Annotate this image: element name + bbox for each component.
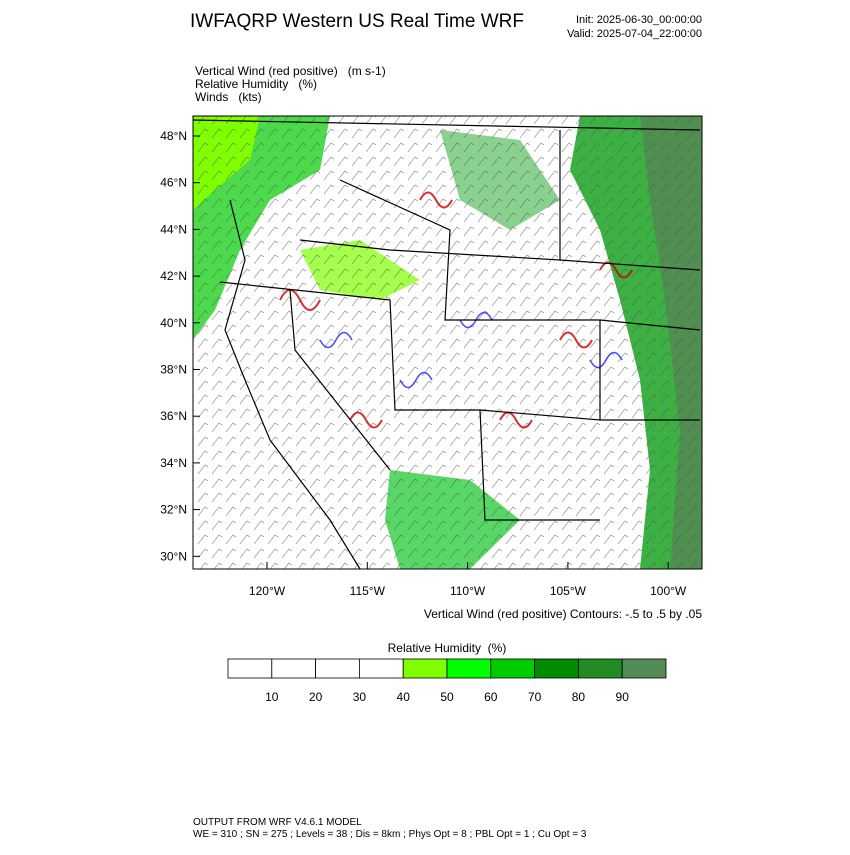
lat-label: 40°N: [160, 316, 187, 330]
map-frame: [192, 115, 703, 570]
lon-label: 120°W: [249, 584, 286, 598]
init-time: Init: 2025-06-30_00:00:00: [576, 14, 702, 26]
lat-label: 46°N: [160, 176, 187, 190]
colorbar-label: 10: [265, 690, 279, 704]
lat-label: 38°N: [160, 363, 187, 377]
colorbar-box: [402, 658, 448, 679]
lon-label: 100°W: [650, 584, 687, 598]
map: [193, 116, 702, 569]
lon-label: 110°W: [450, 584, 486, 598]
colorbar-label: 80: [572, 690, 586, 704]
lat-label: 30°N: [160, 549, 187, 563]
lon-label: 105°W: [550, 584, 587, 598]
field-list: Vertical Wind (red positive) (m s-1)Rela…: [195, 64, 386, 104]
colorbar-box: [227, 658, 273, 679]
colorbar-label: 60: [484, 690, 498, 704]
lat-label: 32°N: [160, 503, 187, 517]
field-label: Vertical Wind (red positive) (m s-1): [195, 64, 386, 78]
footer-line: WE = 310 ; SN = 275 ; Levels = 38 ; Dis …: [193, 829, 587, 840]
lon-label: 115°W: [350, 584, 386, 598]
colorbar-box: [578, 658, 623, 679]
footer-line: OUTPUT FROM WRF V4.6.1 MODEL: [193, 817, 362, 828]
colorbar-label: 20: [309, 690, 323, 704]
colorbar-box: [315, 658, 360, 679]
colorbar-label: 50: [440, 690, 454, 704]
field-label: Winds (kts): [195, 90, 262, 104]
colorbar-title: Relative Humidity (%): [388, 641, 507, 655]
colorbar: 10 20 30 40 50 60 70 80 90: [227, 658, 667, 704]
colorbar-box: [534, 658, 579, 679]
colorbar-label: 30: [353, 690, 367, 704]
title: IWFAQRP Western US Real Time WRF: [190, 11, 524, 32]
colorbar-box: [490, 658, 535, 679]
contour-note: Vertical Wind (red positive) Contours: -…: [424, 607, 702, 621]
lat-label: 42°N: [160, 269, 187, 283]
lat-label: 36°N: [160, 409, 187, 423]
colorbar-label: 70: [528, 690, 542, 704]
lat-label: 48°N: [160, 129, 187, 143]
colorbar-box: [271, 658, 316, 679]
colorbar-label: 40: [397, 690, 411, 704]
lat-label: 34°N: [160, 456, 187, 470]
field-label: Relative Humidity (%): [195, 77, 317, 91]
colorbar-box: [358, 658, 404, 679]
colorbar-box: [446, 658, 492, 679]
lat-label: 44°N: [160, 222, 187, 236]
map-axes: 48°N 46°N 44°N 42°N 40°N 38°N 36°N 34°N 32°N 30°N…: [160, 129, 687, 598]
colorbar-label: 90: [616, 690, 630, 704]
valid-time: Valid: 2025-07-04_22:00:00: [567, 28, 702, 40]
colorbar-box: [621, 658, 667, 679]
